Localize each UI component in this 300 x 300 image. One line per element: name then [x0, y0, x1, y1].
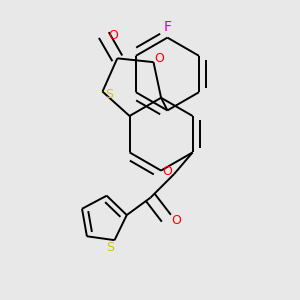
- Text: S: S: [105, 88, 113, 100]
- Text: O: O: [154, 52, 164, 65]
- Text: S: S: [106, 241, 114, 254]
- Text: O: O: [162, 165, 172, 178]
- Text: F: F: [164, 20, 171, 34]
- Text: O: O: [108, 28, 118, 41]
- Text: O: O: [171, 214, 181, 227]
